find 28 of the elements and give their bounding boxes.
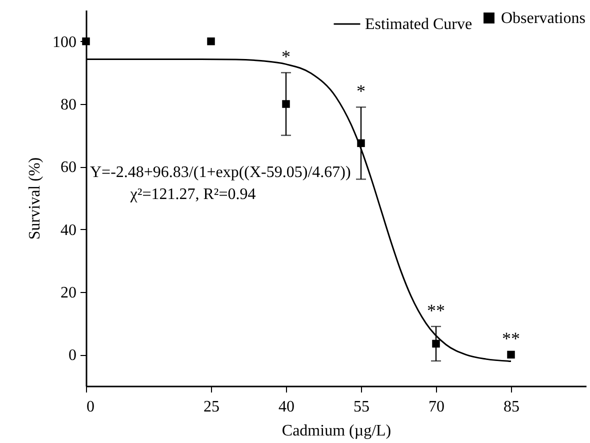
y-tick-label: 100	[52, 34, 76, 51]
x-tick-label: 40	[278, 398, 294, 416]
x-tick-label: 85	[504, 398, 520, 416]
y-tick-label: 80	[60, 96, 76, 114]
x-tick-label: 70	[428, 398, 444, 416]
annotation: *	[356, 81, 366, 102]
point	[507, 350, 515, 359]
y-tick-label: 0	[68, 347, 76, 364]
point	[82, 37, 90, 46]
x-axis-title: Cadmium (µg/L)	[282, 422, 392, 440]
legend-label: Observations	[501, 10, 586, 27]
point	[282, 100, 290, 108]
y-tick-label: 40	[60, 222, 76, 239]
annotation: **	[502, 328, 520, 349]
y-tick-label: 20	[60, 284, 76, 302]
x-tick-label: 55	[354, 398, 370, 416]
point	[357, 139, 365, 148]
x-tick-label: 0	[86, 398, 94, 416]
y-axis-title: Survival (%)	[26, 157, 44, 240]
x-tick-label: 25	[204, 398, 220, 416]
y-tick-label: 60	[60, 159, 76, 176]
annotation: Y=-2.48+96.83/(1+exp((X-59.05)/4.67))	[90, 164, 351, 181]
annotation: χ²=121.27, R²=0.94	[129, 186, 256, 203]
point	[432, 340, 440, 348]
annotation: *	[282, 46, 290, 67]
legend-label: Estimated Curve	[365, 16, 472, 33]
annotation: **	[427, 300, 445, 320]
point	[207, 37, 215, 46]
